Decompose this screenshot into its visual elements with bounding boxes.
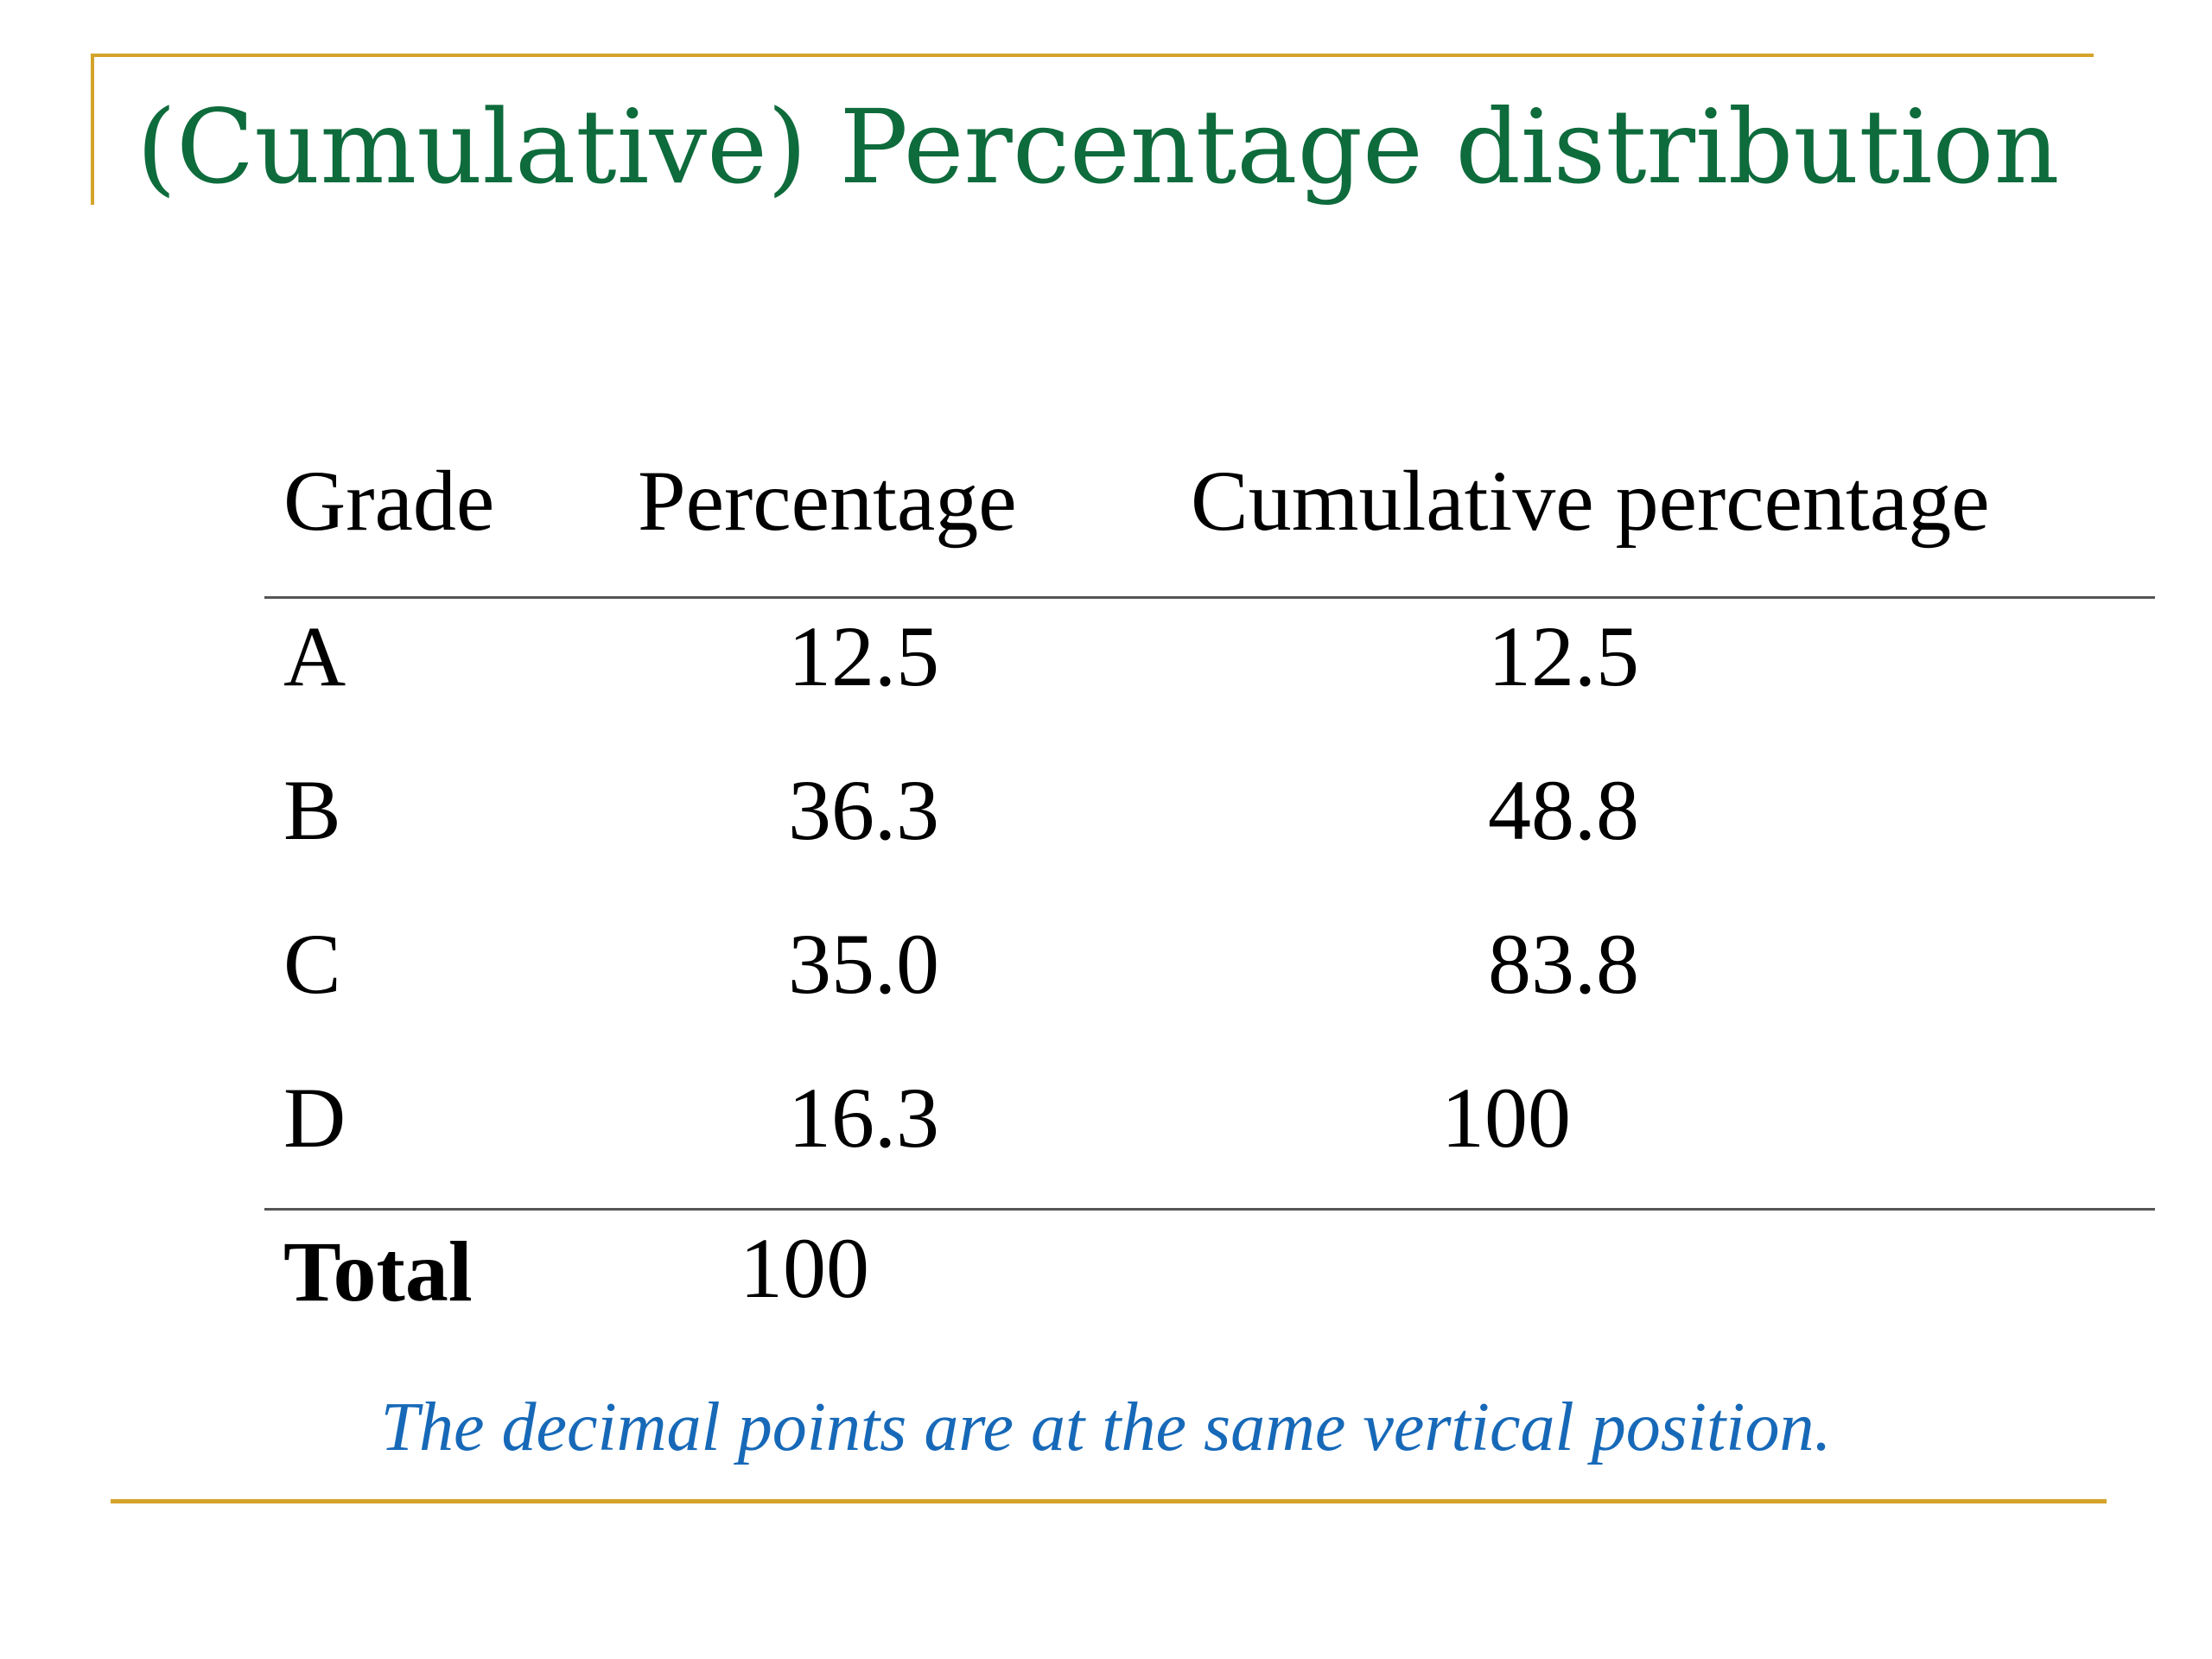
slide-title: (Cumulative) Percentage distribution <box>137 87 2060 207</box>
row-a-percentage: 12.5 <box>788 608 939 704</box>
row-a-grade: A <box>283 608 346 704</box>
row-a-cumulative: 12.5 <box>1488 608 1639 704</box>
left-accent-rule <box>91 54 94 205</box>
top-accent-rule <box>91 54 2094 57</box>
row-c-grade: C <box>283 916 341 1012</box>
total-divider <box>264 1208 2155 1211</box>
row-d-cumulative: 100 <box>1441 1070 1571 1166</box>
header-percentage: Percentage <box>638 453 1017 549</box>
header-divider <box>264 596 2155 599</box>
row-d-grade: D <box>283 1070 346 1166</box>
bottom-accent-rule <box>111 1499 2107 1503</box>
row-d-percentage: 16.3 <box>788 1070 939 1166</box>
total-percentage: 100 <box>740 1220 869 1316</box>
header-grade: Grade <box>283 453 495 549</box>
footnote: The decimal points are at the same verti… <box>380 1389 1832 1465</box>
total-label: Total <box>283 1224 473 1319</box>
row-c-cumulative: 83.8 <box>1488 916 1639 1012</box>
row-b-cumulative: 48.8 <box>1488 762 1639 858</box>
row-b-grade: B <box>283 762 341 858</box>
row-c-percentage: 35.0 <box>788 916 939 1012</box>
header-cumulative-percentage: Cumulative percentage <box>1191 453 1990 549</box>
row-b-percentage: 36.3 <box>788 762 939 858</box>
